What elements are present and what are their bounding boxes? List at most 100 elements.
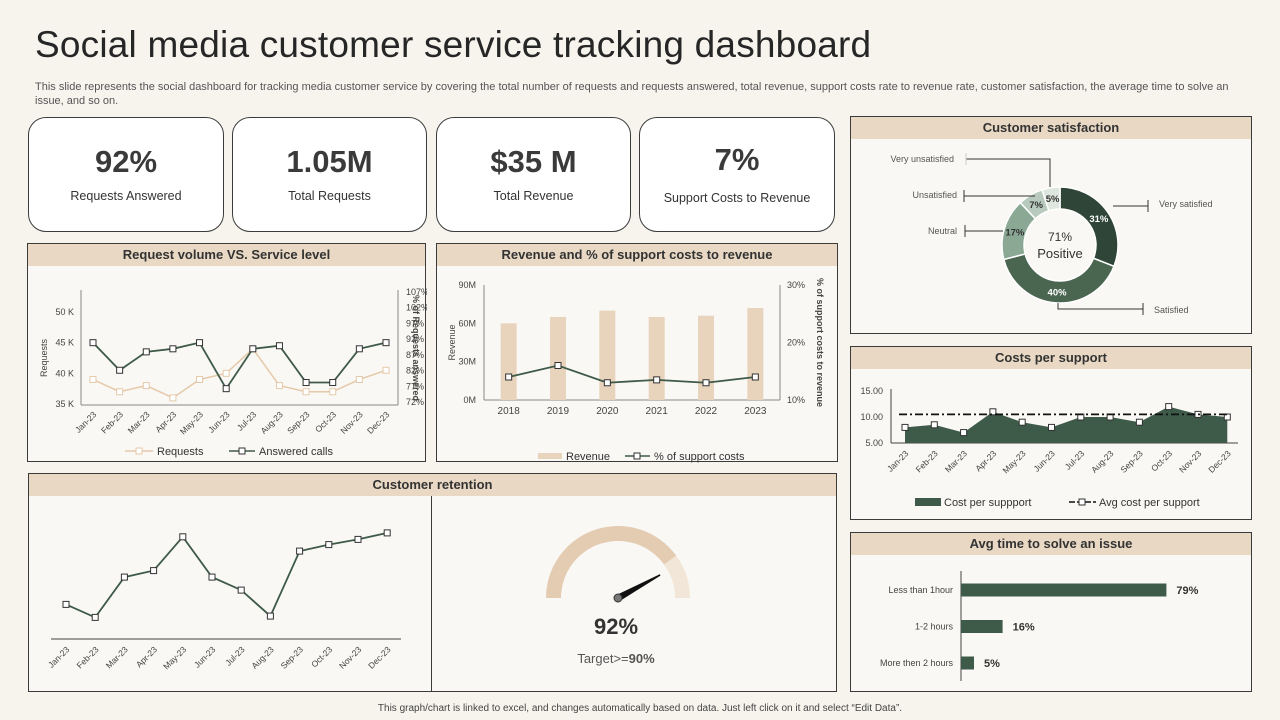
solve-time-chart: Less than 1hour 79% 1-2 hours 16% More then … [880, 571, 1199, 681]
kpi-value: 7% [714, 142, 760, 177]
page-subtitle: This slide represents the social dashboa… [35, 81, 1229, 107]
slice-label: 31% [1089, 214, 1109, 225]
x-tick-label: Mar-23 [104, 644, 130, 670]
data-point [116, 366, 124, 374]
y-tick-label: 40 K [55, 368, 74, 378]
y2-tick-label: 97% [406, 318, 424, 328]
panel-title: Customer retention [29, 474, 836, 496]
gauge-value: 92% [594, 614, 638, 639]
panel-title: Costs per support [851, 347, 1251, 369]
y-tick-label: 45 K [55, 338, 74, 348]
bar-value-label: 79% [1176, 585, 1198, 597]
legend-marker-answered [238, 447, 246, 455]
donut-center-label: Positive [1037, 246, 1083, 261]
x-tick-label: May-23 [178, 409, 205, 436]
x-tick-label: 2022 [695, 406, 718, 417]
kpi-label: Total Requests [288, 189, 371, 203]
x-tick-label: Apr-23 [134, 644, 159, 669]
request-volume-panel: Request volume VS. Service level 35 K 40 … [27, 243, 427, 462]
data-point [196, 339, 204, 347]
data-point [89, 375, 97, 383]
data-point [329, 388, 337, 396]
bar-value-label: 5% [984, 658, 1000, 670]
retention-gauge: 92% Target>=90% [546, 526, 690, 666]
x-tick-label: Dec-23 [365, 409, 392, 436]
legend-label-support: % of support costs [654, 451, 745, 463]
y2-tick-label: 92% [406, 334, 424, 344]
data-point [196, 375, 204, 383]
legend-marker-avg [1078, 498, 1086, 506]
gauge-needle [614, 574, 661, 601]
gauge-target: Target>=90% [577, 651, 655, 666]
x-tick-label: May-23 [1001, 448, 1028, 475]
y-tick-label: 50 K [55, 307, 74, 317]
kpi-value: 1.05M [286, 144, 373, 179]
data-point [208, 573, 216, 581]
category-label: More then 2 hours [880, 658, 954, 668]
kpi-support-costs: 7% Support Costs to Revenue [639, 117, 835, 232]
y2-tick-label: 82% [406, 366, 424, 376]
x-tick-label: Oct-23 [309, 644, 334, 669]
y2-tick-label: 20% [787, 338, 805, 348]
x-tick-label: Aug-23 [1089, 448, 1116, 475]
data-point [275, 382, 283, 390]
y2-tick-label: 87% [406, 350, 424, 360]
satisfaction-panel: Customer satisfaction 31% 40% 17% 7% 5% 71% Po… [850, 116, 1252, 334]
legend-marker-support [633, 452, 641, 460]
donut-center-value: 71% [1048, 230, 1072, 244]
x-tick-label: Mar-23 [943, 448, 969, 474]
data-point [930, 421, 938, 429]
data-point [355, 345, 363, 353]
data-point [383, 529, 391, 537]
legend-satisfied: Satisfied [1154, 305, 1189, 315]
leader-line [1057, 303, 1143, 310]
x-tick-label: 2020 [596, 406, 619, 417]
panel-title: Avg time to solve an issue [851, 533, 1251, 555]
data-point [354, 535, 362, 543]
data-point [1048, 423, 1055, 431]
x-tick-label: Jun-23 [1031, 448, 1057, 474]
legend-label-cost: Cost per suppport [944, 497, 1031, 509]
legend-label-avg: Avg cost per support [1099, 497, 1200, 509]
kpi-requests-answered: 92% Requests Answered [28, 117, 224, 232]
y2-tick-label: 30% [787, 280, 805, 290]
data-point [505, 373, 513, 381]
x-tick-label: Sep-23 [1118, 448, 1145, 475]
x-tick-label: Sep-23 [279, 644, 306, 671]
data-point [179, 533, 187, 541]
footer-note: This graph/chart is linked to excel, and… [377, 703, 903, 714]
kpi-value: 92% [94, 144, 158, 179]
revenue-bar [550, 316, 566, 400]
x-tick-label: 2023 [744, 406, 767, 417]
data-point [603, 379, 611, 387]
y-tick-label: 0M [463, 395, 476, 405]
y-tick-label: 5.00 [865, 438, 883, 448]
series-line-answered-calls [92, 341, 387, 391]
panel-divider [431, 496, 432, 691]
gauge-hub [613, 593, 623, 603]
satisfaction-chart: 31% 40% 17% 7%5% 71% Positive Very satisfied Sa… [890, 153, 1213, 315]
x-tick-label: Mar-23 [126, 409, 152, 435]
x-tick-label: 2018 [498, 406, 521, 417]
kpi-total-revenue: $35 M Total Revenue [436, 117, 631, 232]
data-point [296, 547, 304, 555]
costs-chart: 5.00 10.00 15.00 Jan-23 Feb-23 Mar-23 Apr-23 Ma… [860, 386, 1238, 509]
revenue-bar [648, 316, 665, 400]
gauge-arc-filled [546, 526, 677, 598]
x-tick-label: Oct-23 [1149, 448, 1174, 473]
legend-unsatisfied: Unsatisfied [912, 190, 957, 200]
data-point [554, 362, 562, 369]
revenue-bar [500, 323, 517, 400]
y2-tick-label: 10% [787, 395, 805, 405]
cost-area [905, 406, 1228, 443]
data-point [222, 369, 230, 377]
kpi-value: $35 M [490, 144, 577, 179]
data-point [1223, 413, 1231, 421]
data-point [142, 382, 150, 390]
data-point [275, 342, 283, 350]
y-tick-label: 30M [458, 357, 476, 367]
bar-value-label: 16% [1013, 622, 1035, 634]
revenue-panel: Revenue and % of support costs to revenu… [436, 243, 838, 463]
legend-marker-requests [135, 447, 143, 455]
data-point [169, 345, 177, 353]
